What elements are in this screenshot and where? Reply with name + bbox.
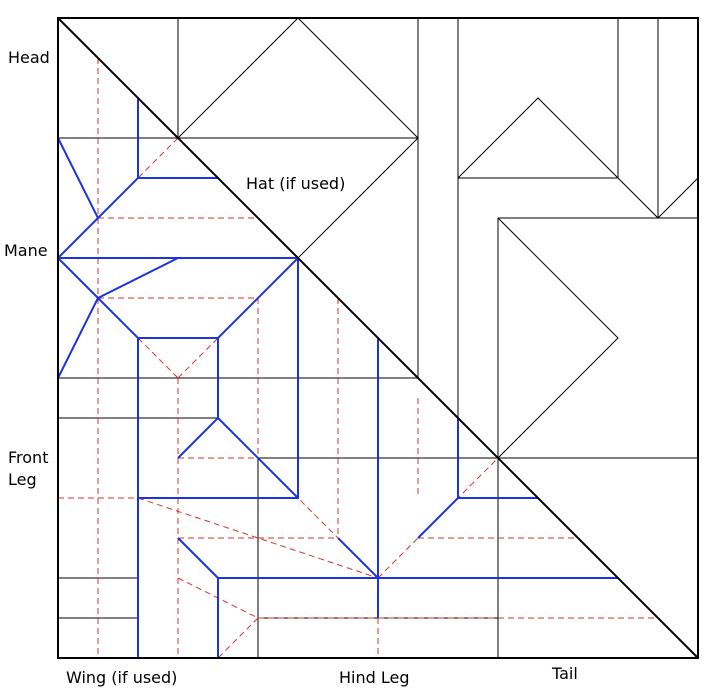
mane-label: Mane [4, 241, 48, 260]
front-leg-label-line1: Front [8, 448, 48, 467]
paper-square [57, 17, 699, 659]
valley-fold-lines [58, 58, 658, 659]
hat-label: Hat (if used) [246, 174, 345, 193]
main-diagonal [57, 17, 699, 659]
mountain-fold-lines [56, 98, 618, 658]
hind-leg-label: Hind Leg [339, 668, 410, 687]
front-leg-label-line2: Leg [8, 470, 37, 489]
tail-label: Tail [551, 664, 578, 683]
wing-label: Wing (if used) [66, 668, 177, 687]
head-label: Head [8, 48, 50, 67]
